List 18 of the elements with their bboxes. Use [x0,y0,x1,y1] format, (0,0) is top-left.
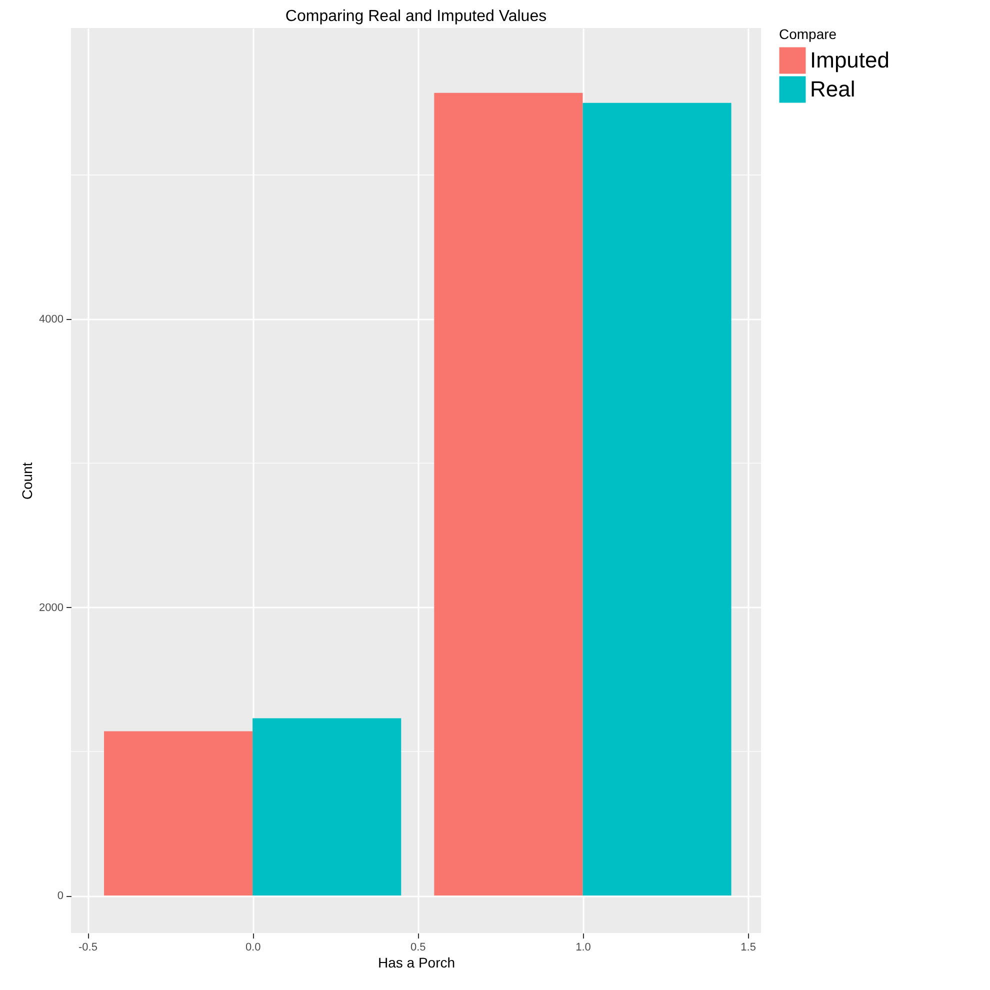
bar [252,718,402,896]
y-tick-label: 0 [57,890,64,902]
bar [104,731,253,896]
bar [434,92,583,896]
x-tick-label: 0.0 [245,942,261,954]
chart-title: Comparing Real and Imputed Values [285,8,547,25]
y-tick-label: 4000 [39,314,64,326]
x-tick-label: 1.5 [740,942,756,954]
bar [582,102,732,896]
x-tick-label: 1.0 [576,942,591,954]
y-axis-title: Count [19,462,36,500]
y-tick-label: 2000 [39,602,64,614]
x-axis-title: Has a Porch [378,954,456,970]
legend-title: Compare [779,26,837,42]
x-tick-label: -0.5 [78,942,98,954]
x-tick-label: 0.5 [410,942,426,954]
legend-label: Real [810,76,856,102]
legend-label: Imputed [810,48,890,72]
